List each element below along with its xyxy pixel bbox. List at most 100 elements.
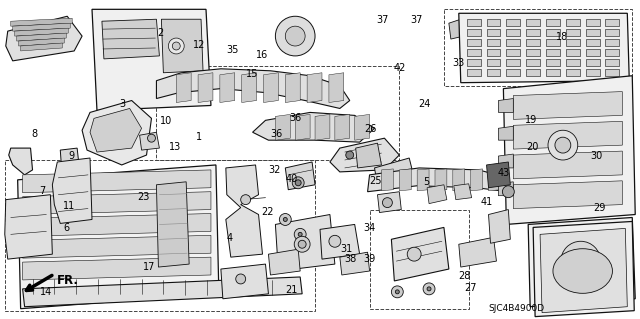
Circle shape (392, 286, 403, 298)
Polygon shape (253, 112, 374, 142)
Text: 43: 43 (498, 168, 510, 178)
Circle shape (279, 213, 291, 226)
Polygon shape (566, 59, 580, 66)
Polygon shape (277, 32, 295, 36)
Text: 24: 24 (419, 99, 431, 109)
Bar (444, 9, 632, 85)
Polygon shape (13, 23, 70, 31)
Polygon shape (546, 59, 560, 66)
Polygon shape (381, 169, 394, 191)
Polygon shape (506, 39, 520, 46)
Polygon shape (399, 169, 411, 191)
Polygon shape (513, 121, 622, 149)
Polygon shape (291, 36, 295, 54)
Text: 6: 6 (63, 223, 69, 234)
Polygon shape (506, 49, 520, 56)
Polygon shape (499, 182, 513, 196)
Polygon shape (470, 169, 483, 191)
Polygon shape (20, 43, 62, 51)
Text: 10: 10 (161, 116, 173, 126)
Polygon shape (605, 19, 620, 26)
Polygon shape (19, 38, 64, 46)
Polygon shape (486, 29, 500, 36)
Polygon shape (586, 49, 600, 56)
Text: 41: 41 (480, 197, 492, 207)
Polygon shape (467, 29, 481, 36)
Ellipse shape (553, 249, 612, 293)
Text: 34: 34 (364, 223, 376, 234)
Text: 25: 25 (369, 176, 382, 186)
Polygon shape (486, 49, 500, 56)
Circle shape (423, 283, 435, 295)
Polygon shape (504, 76, 636, 225)
Text: SJC4B4900D: SJC4B4900D (488, 304, 545, 313)
Polygon shape (295, 18, 299, 36)
Text: 27: 27 (465, 283, 477, 293)
Text: 36: 36 (290, 113, 302, 123)
Polygon shape (374, 158, 414, 186)
Text: 30: 30 (590, 151, 602, 161)
Polygon shape (11, 18, 72, 26)
Text: 12: 12 (193, 40, 205, 50)
Text: 38: 38 (344, 254, 356, 264)
Polygon shape (221, 264, 268, 299)
Polygon shape (586, 69, 600, 76)
Polygon shape (488, 210, 510, 243)
Text: 37: 37 (410, 15, 422, 26)
Polygon shape (546, 49, 560, 56)
Polygon shape (467, 19, 481, 26)
Text: 8: 8 (31, 129, 38, 138)
Text: 13: 13 (169, 143, 182, 152)
Polygon shape (427, 185, 447, 204)
Circle shape (295, 180, 301, 186)
Polygon shape (22, 277, 302, 307)
Polygon shape (526, 59, 540, 66)
Polygon shape (295, 115, 310, 140)
Circle shape (571, 251, 591, 271)
Polygon shape (102, 19, 159, 59)
Polygon shape (566, 49, 580, 56)
Text: 28: 28 (458, 271, 471, 281)
Circle shape (147, 134, 156, 142)
Polygon shape (459, 237, 497, 267)
Polygon shape (295, 24, 308, 36)
Text: 26: 26 (365, 123, 377, 134)
Polygon shape (320, 225, 360, 259)
Polygon shape (546, 39, 560, 46)
Polygon shape (275, 214, 335, 271)
Circle shape (292, 177, 304, 189)
Text: 15: 15 (246, 69, 259, 79)
Polygon shape (307, 73, 322, 102)
Polygon shape (283, 24, 295, 36)
Polygon shape (329, 73, 344, 102)
Polygon shape (526, 19, 540, 26)
Polygon shape (605, 39, 620, 46)
Polygon shape (586, 19, 600, 26)
Polygon shape (486, 69, 500, 76)
Polygon shape (533, 221, 634, 317)
Text: 37: 37 (376, 15, 388, 26)
Polygon shape (449, 19, 464, 39)
Polygon shape (566, 69, 580, 76)
Text: 35: 35 (227, 45, 239, 56)
Text: 22: 22 (262, 207, 274, 217)
Polygon shape (513, 92, 622, 119)
Polygon shape (459, 13, 629, 83)
Polygon shape (513, 151, 622, 179)
Text: 33: 33 (452, 58, 465, 68)
Text: 9: 9 (68, 151, 74, 161)
Polygon shape (90, 108, 141, 152)
Polygon shape (540, 228, 627, 313)
Polygon shape (499, 126, 513, 140)
Polygon shape (226, 165, 262, 257)
Polygon shape (15, 28, 68, 36)
Polygon shape (330, 138, 399, 172)
Circle shape (275, 16, 315, 56)
Polygon shape (264, 73, 278, 102)
Polygon shape (22, 170, 211, 193)
Text: 2: 2 (157, 28, 163, 38)
Polygon shape (546, 69, 560, 76)
Text: 21: 21 (285, 285, 298, 295)
Circle shape (346, 151, 354, 159)
Polygon shape (486, 59, 500, 66)
